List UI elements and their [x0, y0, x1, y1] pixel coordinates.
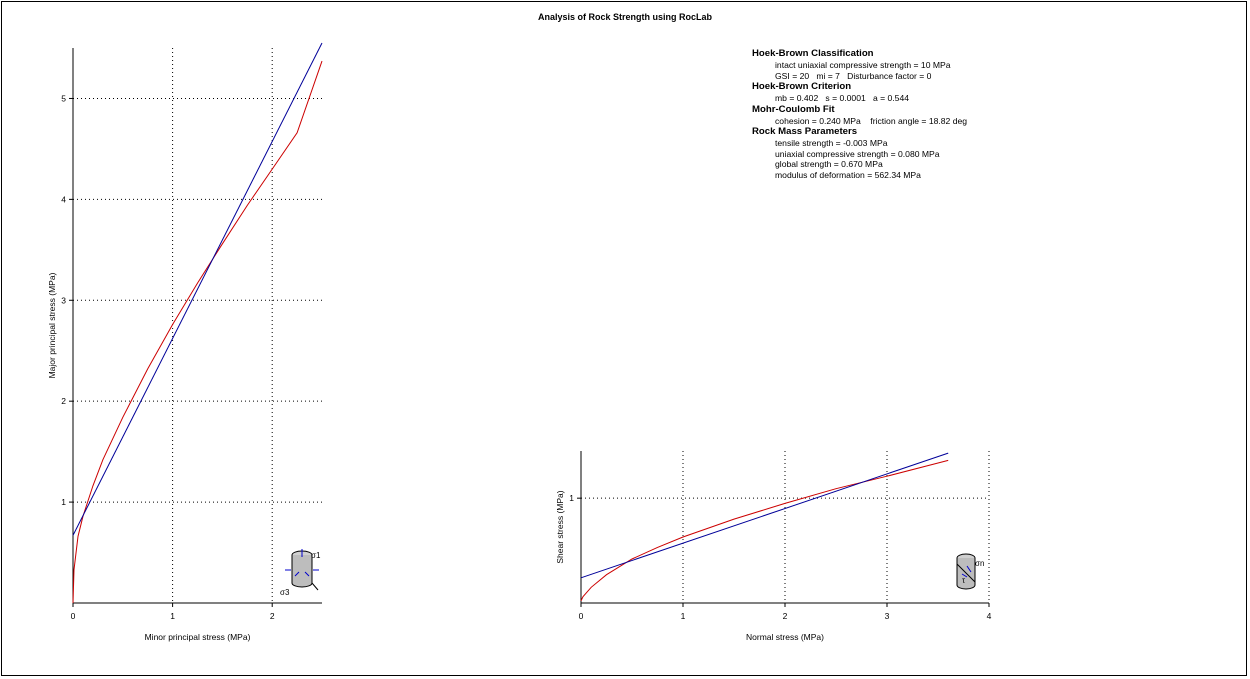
x-tick-label: 2	[783, 611, 788, 621]
section-heading: Hoek-Brown Classification	[752, 48, 874, 59]
icon-label-tau: τ	[962, 576, 966, 585]
x-tick-label: 3	[885, 611, 890, 621]
y-axis-label: Shear stress (MPa)	[555, 490, 565, 563]
y-tick-label: 5	[61, 93, 66, 103]
series-line-hoek-brown	[580, 459, 949, 602]
section-mohr-coulomb-fit: Mohr-Coulomb Fit cohesion = 0.240 MPa fr…	[752, 104, 967, 127]
section-hoek-brown-criterion: Hoek-Brown Criterion mb = 0.402 s = 0.00…	[752, 81, 967, 104]
x-tick-label: 0	[579, 611, 584, 621]
section-heading: Rock Mass Parameters	[752, 126, 858, 137]
parameter-line: modulus of deformation = 562.34 MPa	[775, 169, 921, 180]
parameter-line: cohesion = 0.240 MPa friction angle = 18…	[775, 115, 968, 126]
y-tick-label: 1	[61, 497, 66, 507]
section-heading: Hoek-Brown Criterion	[752, 81, 852, 92]
chart-title: Analysis of Rock Strength using RocLab	[537, 12, 713, 22]
parameter-line: intact uniaxial compressive strength = 1…	[775, 60, 951, 70]
y-tick-label: 3	[61, 295, 66, 305]
x-axis-label: Minor principal stress (MPa)	[145, 632, 251, 642]
x-tick-label: 1	[681, 611, 686, 621]
plot-shear-normal: 0 1 2 3 4 1 Normal stress (MPa) Shear stress (M…	[555, 451, 992, 642]
triaxial-cylinder-icon: σ1 σ3	[280, 549, 321, 597]
x-tick-label: 4	[987, 611, 992, 621]
parameter-line: global strength = 0.670 MPa	[775, 159, 883, 169]
y-tick-label: 4	[61, 194, 66, 204]
plot-principal-stress: 0 1 2 1 2 3 4 5 Minor principal stress (MPa) Majo…	[47, 42, 323, 642]
y-axis-label: Major principal stress (MPa)	[47, 272, 57, 378]
series-line-mohr-coulomb	[72, 42, 323, 536]
x-tick-label: 1	[170, 611, 175, 621]
section-rock-mass-parameters: Rock Mass Parameters tensile strength = …	[752, 126, 967, 180]
parameter-line: uniaxial compressive strength = 0.080 MP…	[775, 148, 940, 159]
icon-label-sigma3: σ3	[280, 588, 290, 597]
parameters-summary: Hoek-Brown Classification intact uniaxia…	[752, 48, 967, 180]
series-line-hoek-brown	[72, 60, 323, 604]
x-axis-label: Normal stress (MPa)	[746, 632, 824, 642]
y-tick-label: 2	[61, 396, 66, 406]
icon-label-sigma1: σ1	[311, 551, 321, 560]
shear-cylinder-icon: σnτ	[956, 553, 984, 590]
section-heading: Mohr-Coulomb Fit	[752, 103, 835, 115]
parameter-line: mb = 0.402 s = 0.0001 a = 0.544	[775, 93, 910, 103]
x-tick-label: 0	[71, 611, 76, 621]
parameter-line: GSI = 20 mi = 7 Disturbance factor = 0	[775, 70, 932, 81]
y-tick-label: 1	[569, 493, 574, 503]
parameter-line: tensile strength = -0.003 MPa	[775, 138, 888, 148]
x-tick-label: 2	[270, 611, 275, 621]
icon-label-sigma-n: σn	[975, 559, 984, 568]
section-hoek-brown-classification: Hoek-Brown Classification intact uniaxia…	[752, 48, 967, 81]
series-line-mohr-coulomb	[580, 452, 949, 579]
